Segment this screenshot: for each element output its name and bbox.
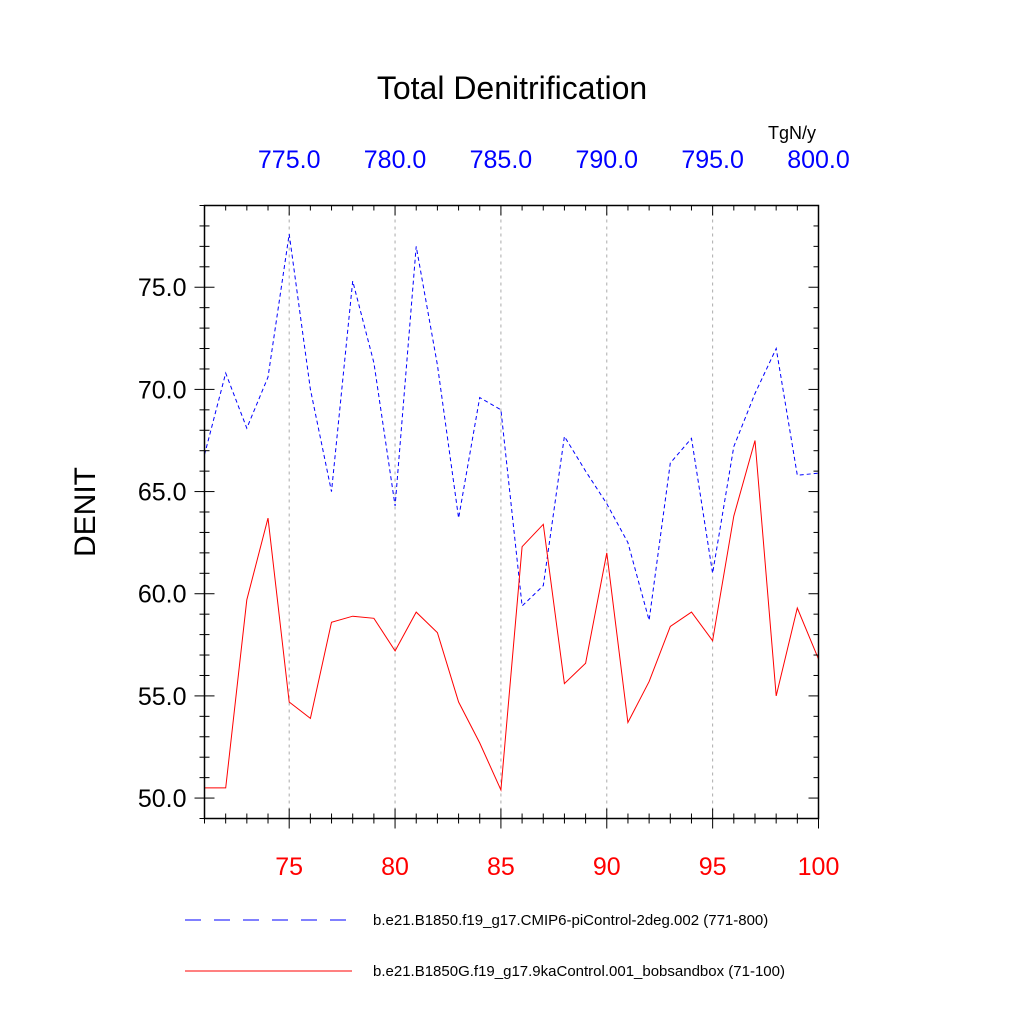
top-tick-label: 795.0 <box>681 146 744 174</box>
legend-label: b.e21.B1850G.f19_g17.9kaControl.001_bobs… <box>373 963 785 980</box>
y-tick-label: 70.0 <box>138 376 187 404</box>
axis-ticks <box>194 205 819 829</box>
top-tick-label: 790.0 <box>575 146 638 174</box>
top-tick-label: 785.0 <box>470 146 533 174</box>
chart-title: Total Denitrification <box>377 70 647 106</box>
legend-label: b.e21.B1850.f19_g17.CMIP6-piControl-2deg… <box>373 912 768 929</box>
grid-lines <box>288 205 714 819</box>
top-tick-label: 775.0 <box>258 146 321 174</box>
bottom-tick-label: 75 <box>275 853 303 881</box>
y-tick-label: 60.0 <box>138 581 187 609</box>
legend: b.e21.B1850.f19_g17.CMIP6-piControl-2deg… <box>185 912 785 980</box>
y-tick-label: 55.0 <box>138 683 187 711</box>
bottom-tick-label: 85 <box>487 853 515 881</box>
series-line <box>204 440 819 792</box>
y-tick-label: 50.0 <box>138 785 187 813</box>
series-lines <box>204 234 819 792</box>
top-tick-label: 780.0 <box>364 146 427 174</box>
y-tick-label: 75.0 <box>138 274 187 302</box>
tick-labels: 50.0 55.0 60.0 65.0 70.0 75.0 75 80 85 90 95 100 775… <box>138 146 850 881</box>
bottom-tick-label: 100 <box>798 853 840 881</box>
units-label: TgN/y <box>768 123 816 143</box>
bottom-tick-label: 95 <box>699 853 727 881</box>
bottom-tick-label: 80 <box>381 853 409 881</box>
y-axis-label: DENIT <box>69 467 102 557</box>
bottom-tick-label: 90 <box>593 853 621 881</box>
top-tick-label: 800.0 <box>787 146 850 174</box>
y-tick-label: 65.0 <box>138 479 187 507</box>
